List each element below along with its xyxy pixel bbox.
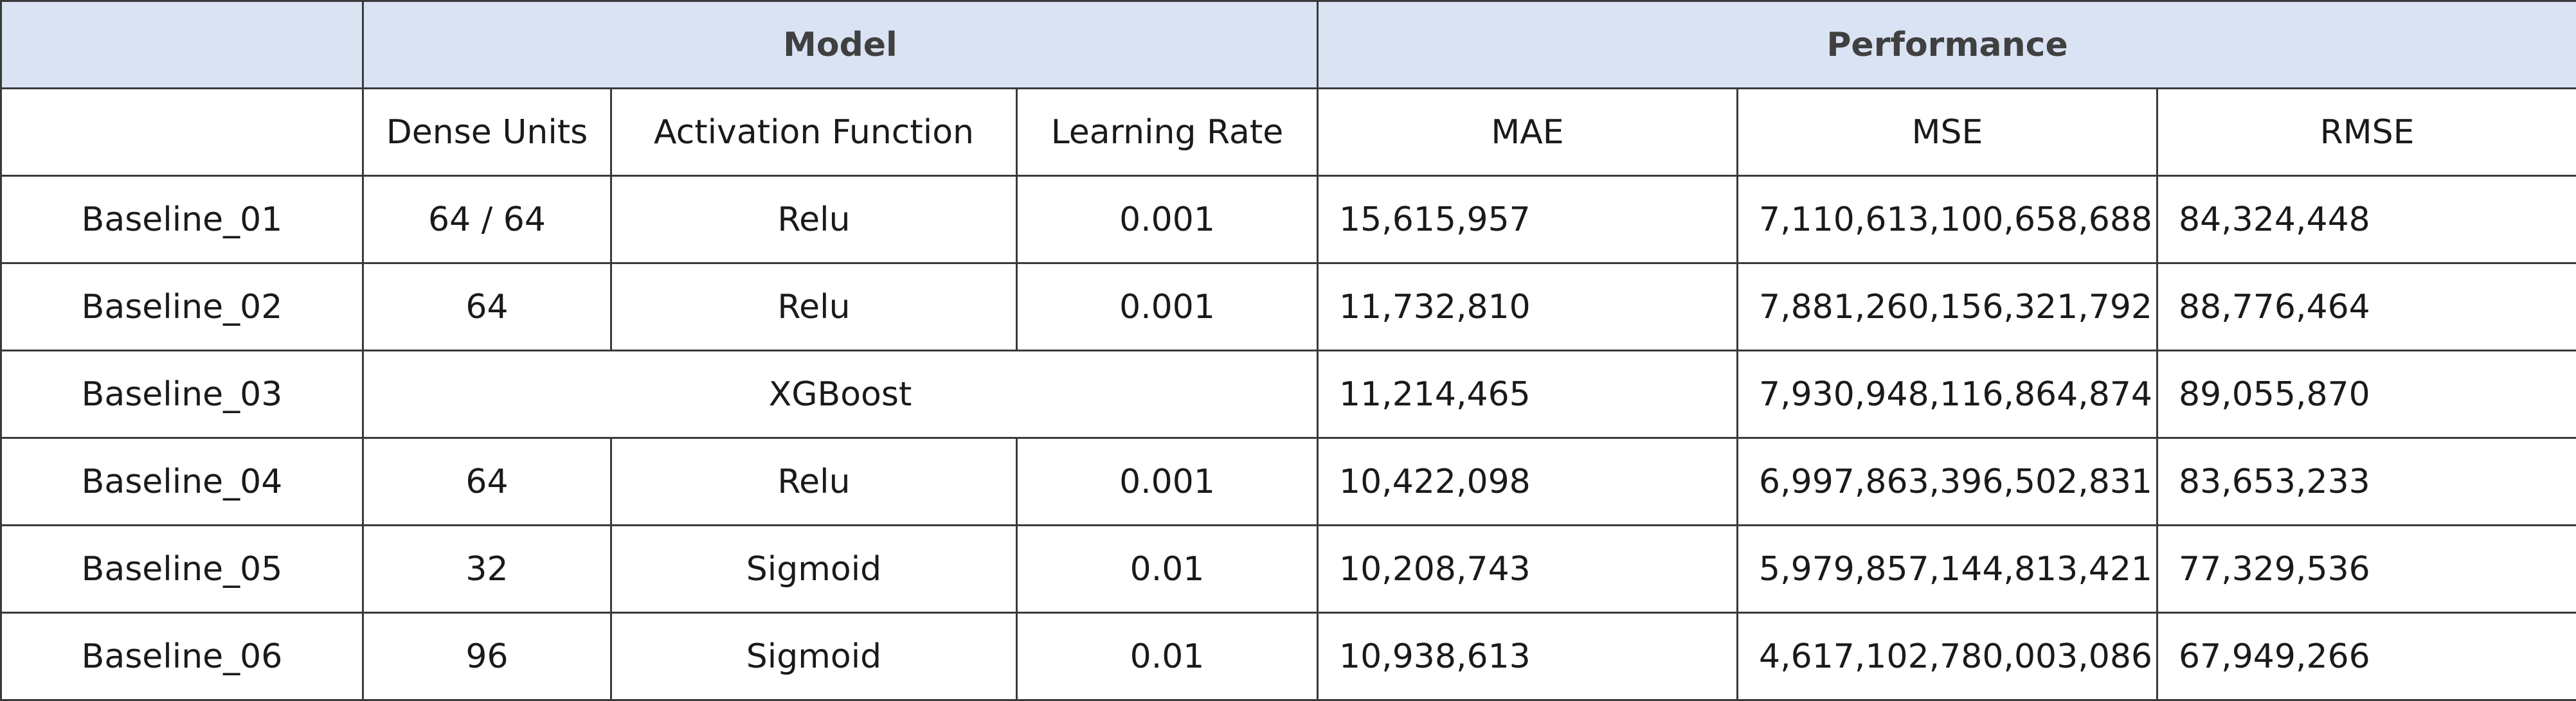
model-cell: XGBoost (363, 351, 1318, 438)
learning-rate-cell: 0.001 (1017, 438, 1318, 526)
row-name: Baseline_01 (1, 176, 363, 263)
mse-cell: 7,881,260,156,321,792 (1738, 263, 2157, 351)
table-row: Baseline_03 XGBoost 11,214,465 7,930,948… (1, 351, 2576, 438)
table-row: Baseline_02 64 Relu 0.001 11,732,810 7,8… (1, 263, 2576, 351)
row-name: Baseline_04 (1, 438, 363, 526)
activation-cell: Relu (611, 263, 1017, 351)
group-header-row: Model Performance (1, 1, 2576, 89)
mae-cell: 10,208,743 (1318, 526, 1738, 613)
row-name: Baseline_05 (1, 526, 363, 613)
mae-cell: 10,422,098 (1318, 438, 1738, 526)
rmse-cell: 88,776,464 (2157, 263, 2576, 351)
mse-cell: 4,617,102,780,003,086 (1738, 613, 2157, 700)
activation-cell: Relu (611, 438, 1017, 526)
mae-cell: 15,615,957 (1318, 176, 1738, 263)
row-name: Baseline_02 (1, 263, 363, 351)
rmse-cell: 83,653,233 (2157, 438, 2576, 526)
learning-rate-cell: 0.01 (1017, 613, 1318, 700)
dense-units-cell: 64 (363, 263, 611, 351)
learning-rate-header: Learning Rate (1017, 89, 1318, 176)
activation-cell: Sigmoid (611, 613, 1017, 700)
table-row: Baseline_05 32 Sigmoid 0.01 10,208,743 5… (1, 526, 2576, 613)
row-name: Baseline_03 (1, 351, 363, 438)
row-label-header (1, 89, 363, 176)
dense-units-cell: 64 / 64 (363, 176, 611, 263)
rmse-cell: 67,949,266 (2157, 613, 2576, 700)
mse-cell: 6,997,863,396,502,831 (1738, 438, 2157, 526)
dense-units-cell: 64 (363, 438, 611, 526)
dense-units-cell: 32 (363, 526, 611, 613)
mse-cell: 5,979,857,144,813,421 (1738, 526, 2157, 613)
mae-cell: 11,214,465 (1318, 351, 1738, 438)
performance-group-header: Performance (1318, 1, 2576, 89)
model-group-header: Model (363, 1, 1318, 89)
mae-header: MAE (1318, 89, 1738, 176)
mse-header: MSE (1738, 89, 2157, 176)
mse-cell: 7,110,613,100,658,688 (1738, 176, 2157, 263)
mse-cell: 7,930,948,116,864,874 (1738, 351, 2157, 438)
learning-rate-cell: 0.001 (1017, 176, 1318, 263)
column-header-row: Dense Units Activation Function Learning… (1, 89, 2576, 176)
table-row: Baseline_06 96 Sigmoid 0.01 10,938,613 4… (1, 613, 2576, 700)
dense-units-cell: 96 (363, 613, 611, 700)
rmse-cell: 89,055,870 (2157, 351, 2576, 438)
dense-units-header: Dense Units (363, 89, 611, 176)
rmse-cell: 84,324,448 (2157, 176, 2576, 263)
corner-cell (1, 1, 363, 89)
mae-cell: 10,938,613 (1318, 613, 1738, 700)
table-row: Baseline_01 64 / 64 Relu 0.001 15,615,95… (1, 176, 2576, 263)
activation-cell: Relu (611, 176, 1017, 263)
row-name: Baseline_06 (1, 613, 363, 700)
rmse-header: RMSE (2157, 89, 2576, 176)
learning-rate-cell: 0.01 (1017, 526, 1318, 613)
activation-cell: Sigmoid (611, 526, 1017, 613)
table-row: Baseline_04 64 Relu 0.001 10,422,098 6,9… (1, 438, 2576, 526)
activation-function-header: Activation Function (611, 89, 1017, 176)
rmse-cell: 77,329,536 (2157, 526, 2576, 613)
mae-cell: 11,732,810 (1318, 263, 1738, 351)
learning-rate-cell: 0.001 (1017, 263, 1318, 351)
